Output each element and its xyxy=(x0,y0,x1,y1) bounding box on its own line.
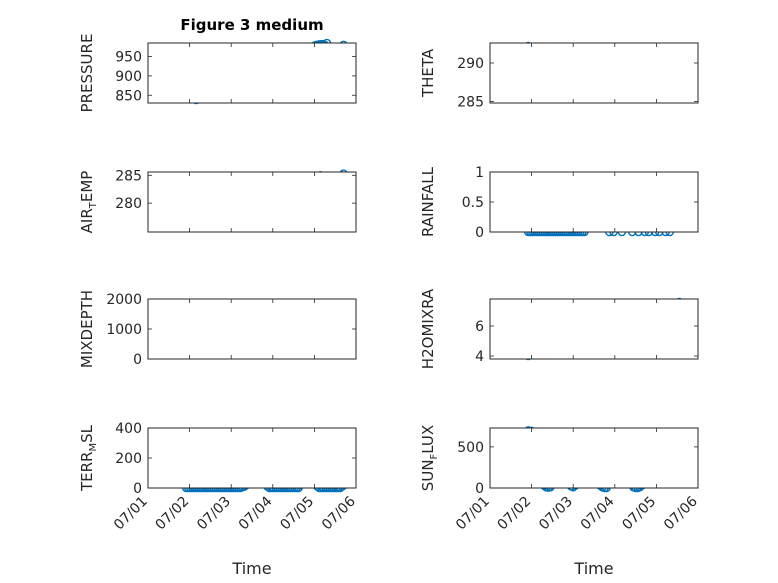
axes-frame xyxy=(147,298,357,360)
y-tick-label: 0 xyxy=(133,481,142,497)
subplot-theta: 285 290 THETA xyxy=(419,41,699,110)
x-tick-label: 07/06 xyxy=(319,493,359,533)
y-tick-label: 850 xyxy=(115,88,142,104)
figure-title: Figure 3 medium xyxy=(180,16,323,34)
y-axis-label-rainfall: RAINFALL xyxy=(419,166,437,237)
x-tick-label: 07/04 xyxy=(236,493,276,533)
y-tick-label: 200 xyxy=(115,451,142,467)
axes-frame xyxy=(489,171,699,233)
y-tick-label: 950 xyxy=(115,50,142,66)
y-tick-label: 280 xyxy=(115,196,142,212)
y-tick-label: 900 xyxy=(115,69,142,85)
subplot-h2omixra: 4 6 H2OMIXRA xyxy=(419,288,699,369)
y-axis-label-h2omixra: H2OMIXRA xyxy=(419,288,437,369)
subplot-mixdepth: 0 1000 2000 MIXDEPTH xyxy=(78,290,357,368)
y-axis-label-sunflux: SUNFLUX xyxy=(419,425,440,491)
x-tick-label: 07/02 xyxy=(495,494,535,534)
y-tick-label: 400 xyxy=(115,421,142,437)
x-axis-label-right: Time xyxy=(573,559,613,578)
y-axis-label-mixdepth: MIXDEPTH xyxy=(78,290,96,368)
y-tick-label: 6 xyxy=(475,319,484,335)
y-tick-label: 1 xyxy=(475,165,484,181)
x-axis-label-left: Time xyxy=(231,559,271,578)
x-tick-label: 07/06 xyxy=(661,493,701,533)
subplot-terrmsl: 0 200 400 07/01 07/02 07/03 07/04 07/05 07/06 TER… xyxy=(78,421,359,533)
y-tick-label: 0.5 xyxy=(462,195,484,211)
y-tick-label: 2000 xyxy=(106,292,142,308)
y-axis-label-terrmsl: TERRMSL xyxy=(78,424,99,492)
y-tick-label: 4 xyxy=(475,349,484,365)
x-tick-label: 07/01 xyxy=(453,494,493,534)
y-axis-label-airtemp: AIRTEMP xyxy=(78,171,99,234)
axes-frame xyxy=(489,427,699,489)
subplot-grid: 850 900 950 PRESSURE 285 290 THETA 280 285 AIRTEM… xyxy=(78,34,701,534)
axes-frame xyxy=(147,171,357,233)
y-tick-label: 0 xyxy=(133,352,142,368)
y-tick-label: 285 xyxy=(457,94,484,110)
x-tick-label: 07/05 xyxy=(619,494,659,534)
x-tick-label: 07/04 xyxy=(578,493,618,533)
subplot-pressure: 850 900 950 PRESSURE xyxy=(78,34,357,113)
x-tick-label: 07/03 xyxy=(194,494,234,534)
axes-frame xyxy=(489,298,699,360)
x-tick-label: 07/02 xyxy=(153,494,193,534)
y-tick-label: 1000 xyxy=(106,322,142,338)
axes-frame xyxy=(489,42,699,104)
y-tick-label: 0 xyxy=(475,225,484,241)
y-axis-label-theta: THETA xyxy=(419,48,437,98)
y-axis-label-pressure: PRESSURE xyxy=(78,34,96,113)
y-tick-label: 285 xyxy=(115,168,142,184)
y-tick-label: 290 xyxy=(457,56,484,72)
x-tick-label: 07/01 xyxy=(111,494,151,534)
axes-frame xyxy=(147,427,357,489)
axes-frame xyxy=(147,42,357,104)
subplot-airtemp: 280 285 AIRTEMP xyxy=(78,168,357,234)
subplot-rainfall: 0 0.5 1 RAINFALL xyxy=(419,165,699,241)
y-tick-label: 0 xyxy=(475,481,484,497)
x-tick-label: 07/03 xyxy=(536,494,576,534)
subplot-sunflux: 0 500 07/01 07/02 07/03 07/04 07/05 07/06 SUNFLU… xyxy=(419,425,701,534)
x-tick-label: 07/05 xyxy=(277,494,317,534)
y-tick-label: 500 xyxy=(457,440,484,456)
